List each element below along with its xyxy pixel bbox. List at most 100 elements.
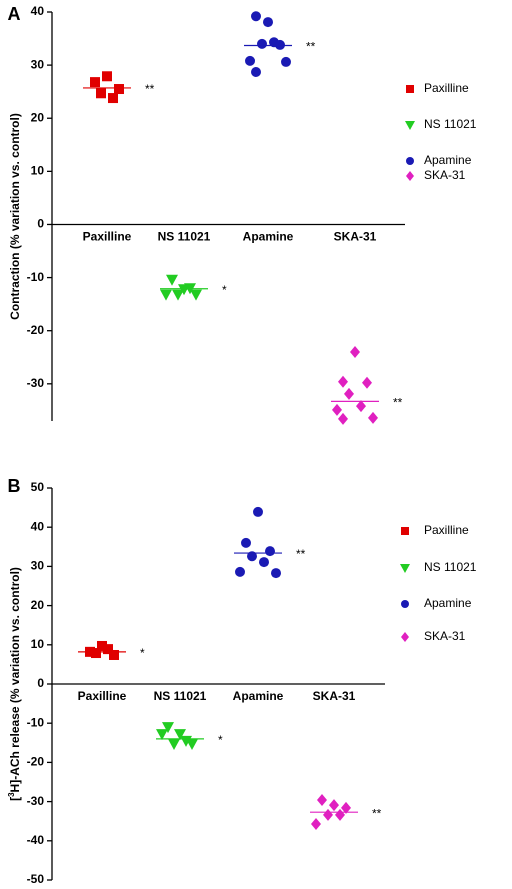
legend-label: SKA-31 [424, 168, 466, 182]
x-tick-label: NS 11021 [154, 689, 207, 703]
point [253, 506, 263, 517]
point [338, 412, 348, 425]
y-tick-label: 0 [37, 676, 44, 690]
x-tick-label: SKA-31 [313, 689, 356, 703]
point [350, 345, 360, 358]
y-axis-label: Contraction (% variation vs. control) [8, 113, 22, 320]
point [245, 55, 255, 66]
y-tick-label: -50 [27, 872, 45, 886]
point [162, 722, 174, 734]
legend-label: Paxilline [424, 523, 469, 537]
significance: ** [306, 40, 316, 54]
point [96, 88, 106, 99]
y-axis-label: [3H]-ACh release (% variation vs. contro… [7, 567, 23, 801]
point [362, 376, 372, 389]
significance: * [222, 283, 227, 297]
significance: * [218, 733, 223, 747]
legend-marker [400, 564, 410, 573]
point [263, 17, 273, 28]
y-tick-label: -10 [27, 270, 45, 284]
significance: * [140, 646, 145, 660]
x-tick-label: Apamine [243, 230, 294, 244]
point [166, 274, 178, 286]
point [109, 649, 119, 660]
y-tick-label: 10 [31, 637, 45, 651]
x-tick-label: Paxilline [83, 230, 132, 244]
y-tick-label: 30 [31, 559, 45, 573]
y-tick-label: -20 [27, 755, 45, 769]
significance: ** [372, 806, 382, 820]
y-tick-label: -10 [27, 715, 45, 729]
point [341, 801, 351, 814]
point [344, 387, 354, 400]
point [90, 77, 100, 88]
point [172, 289, 184, 301]
significance: ** [145, 82, 155, 96]
point [269, 37, 279, 48]
point [156, 729, 168, 741]
significance: ** [296, 547, 306, 561]
point [174, 729, 186, 741]
point [114, 84, 124, 95]
y-axis-label-part: 3 [7, 792, 16, 797]
point [97, 640, 107, 651]
point [103, 644, 113, 655]
y-axis-label-part: [ [8, 797, 22, 801]
legend-marker [406, 171, 414, 181]
y-tick-label: 50 [31, 480, 45, 494]
point [332, 403, 342, 416]
point [251, 11, 261, 22]
point [368, 411, 378, 424]
point [356, 400, 366, 413]
y-tick-label: 40 [31, 4, 45, 18]
y-tick-label: 30 [31, 57, 45, 71]
point [323, 808, 333, 821]
legend-label: Apamine [424, 153, 472, 167]
legend-marker [401, 632, 409, 642]
point [247, 551, 257, 562]
legend-marker [401, 527, 409, 535]
x-tick-label: SKA-31 [334, 230, 377, 244]
legend-label: NS 11021 [424, 560, 477, 574]
point [91, 648, 101, 659]
y-tick-label: 40 [31, 519, 45, 533]
point [251, 67, 261, 78]
legend-marker [406, 157, 414, 165]
y-tick-label: 20 [31, 110, 45, 124]
point [190, 289, 202, 301]
x-tick-label: Paxilline [78, 689, 127, 703]
point [108, 93, 118, 104]
point [241, 537, 251, 548]
point [271, 568, 281, 579]
y-tick-label: -30 [27, 376, 45, 390]
y-tick-label: 20 [31, 598, 45, 612]
y-tick-label: 0 [37, 217, 44, 231]
point [186, 738, 198, 750]
legend-marker [405, 121, 415, 130]
panel-label: B [8, 476, 21, 496]
y-tick-label: -40 [27, 833, 45, 847]
point [168, 738, 180, 750]
y-tick-label: -30 [27, 794, 45, 808]
legend-label: Apamine [424, 596, 472, 610]
point [329, 799, 339, 812]
legend-label: SKA-31 [424, 629, 466, 643]
legend-label: NS 11021 [424, 117, 477, 131]
legend-label: Paxilline [424, 81, 469, 95]
point [311, 817, 321, 830]
point [102, 71, 112, 82]
x-tick-label: NS 11021 [158, 230, 211, 244]
y-tick-label: -20 [27, 323, 45, 337]
y-tick-label: 10 [31, 164, 45, 178]
x-tick-label: Apamine [233, 689, 284, 703]
point [317, 794, 327, 807]
legend-marker [406, 85, 414, 93]
y-axis-label-part: Contraction (% variation vs. control) [8, 113, 22, 320]
point [338, 375, 348, 388]
point [281, 56, 291, 67]
point [265, 546, 275, 557]
point [257, 38, 267, 49]
legend-marker [401, 600, 409, 608]
point [160, 289, 172, 301]
